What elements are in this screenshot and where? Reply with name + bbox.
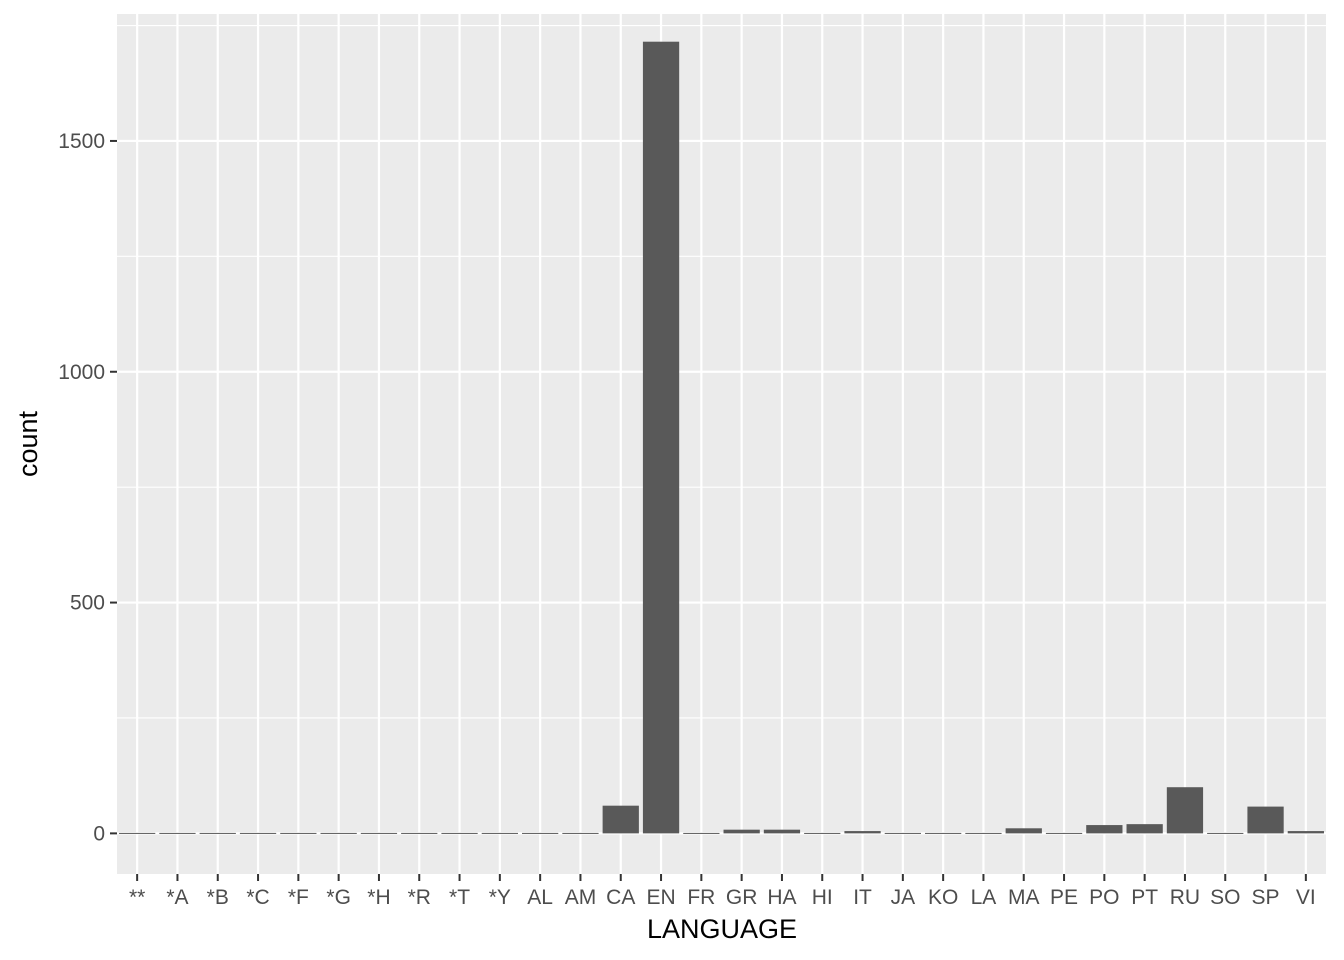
bar-*T [441, 832, 478, 834]
x-tick-label: PE [1050, 886, 1078, 909]
x-tick-label: HA [767, 886, 796, 909]
bar-RU [1166, 787, 1204, 834]
bar-*H [360, 832, 398, 834]
bar-*C [239, 832, 277, 834]
x-tick-label: SO [1210, 886, 1240, 909]
bar-JA [884, 832, 921, 834]
x-axis-title: LANGUAGE [647, 914, 797, 944]
bar-HI [804, 832, 841, 834]
bar-SP [1247, 806, 1284, 834]
x-tick-label: GR [726, 886, 758, 909]
bars [119, 41, 1324, 834]
x-tick-label: KO [928, 886, 958, 909]
bar-PT [1126, 824, 1163, 834]
y-tick-label: 1000 [58, 361, 105, 384]
x-tick-label: *T [449, 886, 470, 909]
bar-*B [199, 832, 236, 834]
x-tick-label: JA [891, 886, 916, 909]
x-tick-label: *R [408, 886, 431, 909]
x-tick-label: HI [812, 886, 833, 909]
y-axis-title: count [13, 410, 43, 477]
x-tick-label: PO [1089, 886, 1119, 909]
x-tick-label: AM [565, 886, 597, 909]
bar-AM [562, 832, 599, 834]
x-tick-label: VI [1296, 886, 1316, 909]
x-tick-label: *Y [489, 886, 511, 909]
bar-HA [763, 829, 801, 834]
x-tick-label: *C [246, 886, 269, 909]
bar-*Y [481, 832, 518, 834]
x-tick-label: *A [166, 886, 188, 909]
minor-gridlines [117, 24, 1326, 719]
y-tick-label: 500 [70, 592, 105, 615]
bar-SO [1207, 832, 1244, 834]
x-tick-label: EN [646, 886, 675, 909]
y-axis: 0 500 1000 1500 [58, 130, 117, 845]
x-tick-label: MA [1008, 886, 1040, 909]
x-tick-label: IT [853, 886, 872, 909]
bar-** [119, 832, 156, 834]
x-tick-label: RU [1170, 886, 1200, 909]
bar-GR [723, 829, 760, 834]
bar-LA [965, 832, 1002, 834]
bar-*F [280, 832, 317, 834]
bar-CA [602, 805, 639, 834]
bar-IT [844, 831, 881, 834]
bar-VI [1287, 831, 1324, 834]
bar-*G [320, 832, 357, 834]
x-tick-label: SP [1252, 886, 1280, 909]
y-tick-label: 1500 [58, 130, 105, 153]
x-tick-label: CA [606, 886, 635, 909]
x-tick-label: *B [207, 886, 229, 909]
bar-MA [1005, 828, 1042, 834]
bar-*R [401, 832, 438, 834]
x-tick-label: AL [527, 886, 553, 909]
x-tick-label: FR [687, 886, 715, 909]
x-tick-label: ** [129, 886, 145, 909]
bar-PO [1086, 825, 1123, 834]
bar-AL [522, 832, 559, 834]
plot-panel [117, 14, 1326, 874]
x-tick-label: LA [971, 886, 997, 909]
x-tick-label: *F [288, 886, 309, 909]
bar-PE [1045, 832, 1083, 834]
x-tick-label: *G [326, 886, 351, 909]
bar-KO [925, 832, 962, 834]
bar-EN [642, 41, 680, 834]
x-axis: ** *A *B *C *F *G *H *R *T *Y AL AM CA EN FR GR HA HI IT JA… [129, 874, 1316, 909]
bar-FR [683, 832, 720, 834]
y-tick-label: 0 [93, 822, 105, 845]
x-tick-label: *H [367, 886, 390, 909]
x-tick-label: PT [1131, 886, 1158, 909]
bar-*A [159, 832, 196, 834]
